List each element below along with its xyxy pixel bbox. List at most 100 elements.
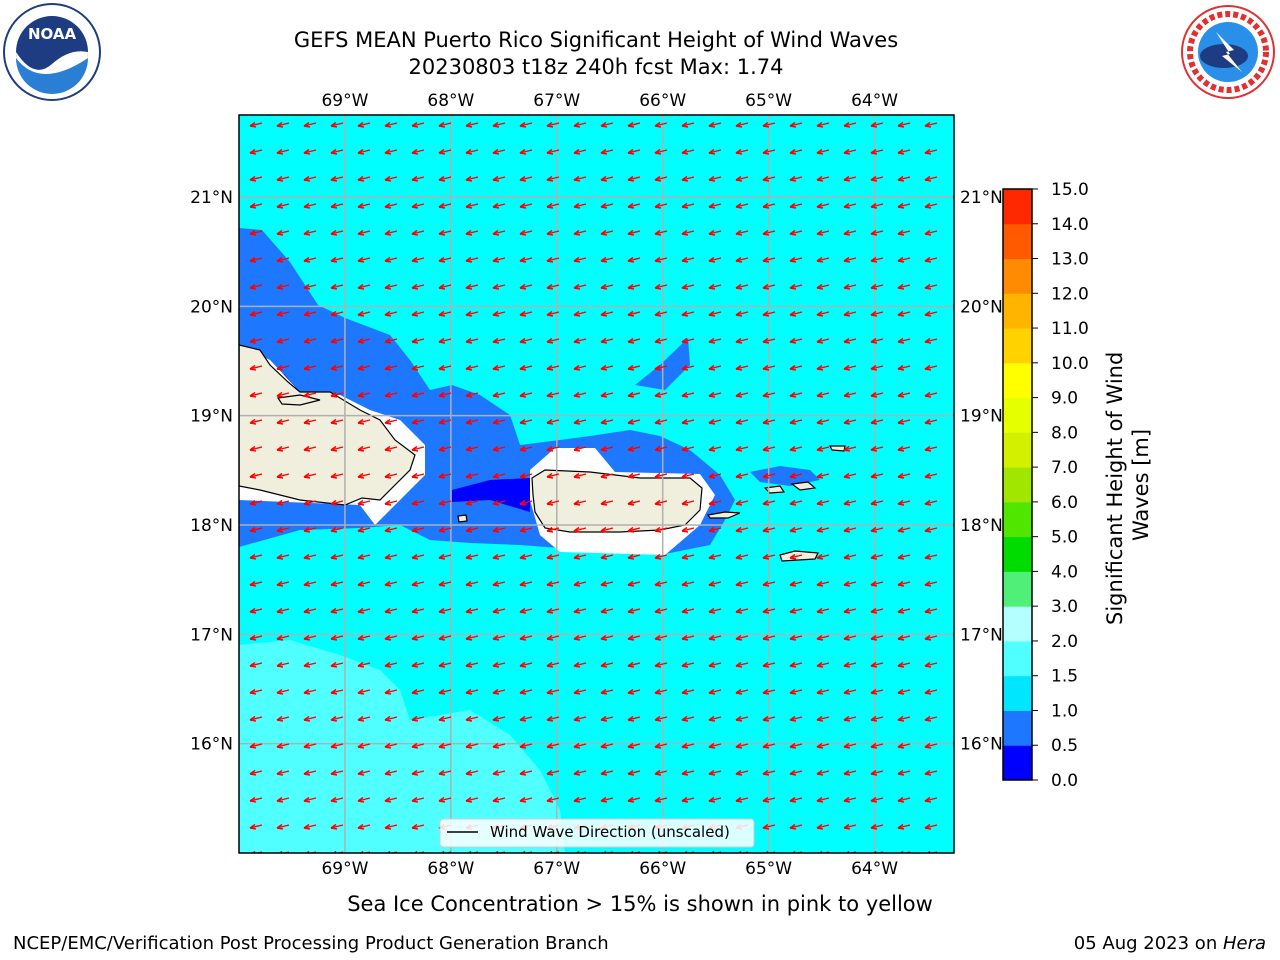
wave-direction-arrow [465,796,479,803]
wave-direction-arrow [870,553,884,560]
wave-direction-arrow [330,337,344,344]
wave-direction-arrow [654,742,668,749]
wave-direction-arrow [654,148,668,155]
lon-tick-label: 64°W [851,859,898,879]
wave-direction-arrow [573,445,587,452]
wave-direction-arrow [465,661,479,668]
wave-direction-arrow [627,256,641,263]
wave-direction-arrow [303,607,317,614]
wave-direction-arrow [600,256,614,263]
wave-direction-arrow [843,418,857,425]
land-vieques [706,511,741,519]
wave-direction-arrow [843,175,857,182]
wave-direction-arrow [708,715,722,722]
wave-direction-arrow [654,364,668,371]
wave-direction-arrow [762,391,776,398]
wave-direction-arrow [465,175,479,182]
colorbar-tick-label: 9.0 [1051,389,1078,409]
wave-direction-arrow [411,121,425,128]
wave-direction-arrow [870,634,884,641]
wave-direction-arrow [438,742,452,749]
wave-direction-arrow [492,229,506,236]
wave-direction-arrow [276,283,290,290]
wave-direction-arrow [519,121,533,128]
wave-direction-arrow [654,202,668,209]
wave-direction-arrow [276,472,290,479]
wave-direction-arrow [303,310,317,317]
wave-direction-arrow [303,634,317,641]
wave-direction-arrow [627,661,641,668]
wave-direction-arrow [789,337,803,344]
wave-direction-arrow [303,742,317,749]
wave-direction-arrow [924,634,938,641]
wave-direction-arrow [303,283,317,290]
wave-direction-arrow [762,121,776,128]
wave-direction-arrow [600,391,614,398]
wave-direction-arrow [735,175,749,182]
wave-direction-arrow [843,553,857,560]
wave-direction-arrow [681,634,695,641]
colorbar-tick-label: 6.0 [1051,493,1078,513]
wave-direction-arrow [762,526,776,533]
wave-direction-arrow [789,256,803,263]
wave-direction-arrow [384,769,398,776]
colorbar-tick-label: 3.0 [1051,597,1078,617]
wave-direction-arrow [924,175,938,182]
wave-direction-arrow [519,553,533,560]
wave-direction-arrow [897,526,911,533]
wave-direction-arrow [870,823,884,830]
wave-direction-arrow [573,634,587,641]
wave-direction-arrow [762,418,776,425]
map-frame [238,114,955,854]
wave-direction-arrow [519,742,533,749]
wave-direction-arrow [330,634,344,641]
wave-direction-arrow [681,256,695,263]
lat-tick-label: 18°N [190,516,233,536]
wave-direction-arrow [870,769,884,776]
wave-direction-arrow [762,580,776,587]
wave-direction-arrow [600,418,614,425]
wave-direction-arrow [357,337,371,344]
wave-direction-arrow [411,688,425,695]
wave-direction-arrow [816,337,830,344]
colorbar-swatch [1003,501,1032,538]
wave-direction-arrow [735,445,749,452]
wave-direction-arrow [924,445,938,452]
chart-subtitle: 20230803 t18z 240h fcst Max: 1.74 [408,55,784,79]
wave-direction-arrow [276,121,290,128]
wave-direction-arrow [870,364,884,371]
wave-direction-arrow [870,607,884,614]
wave-direction-arrow [411,148,425,155]
wave-direction-arrow [843,148,857,155]
wave-direction-arrow [762,283,776,290]
colorbar-tick-label: 1.5 [1051,667,1078,687]
wave-direction-arrow [600,445,614,452]
wave-direction-arrow [600,229,614,236]
wave-direction-arrow [627,310,641,317]
wave-direction-arrow [249,607,263,614]
wave-direction-arrow [762,445,776,452]
wave-direction-arrow [546,310,560,317]
lat-tick-label: 21°N [190,188,233,208]
wave-direction-arrow [600,607,614,614]
wave-direction-arrow [465,526,479,533]
legend-label: Wind Wave Direction (unscaled) [490,823,730,841]
wave-direction-arrow [249,418,263,425]
wave-direction-arrow [276,661,290,668]
wave-direction-arrow [897,499,911,506]
wave-direction-arrow [789,148,803,155]
wave-direction-arrow [897,823,911,830]
wave-direction-arrow [411,526,425,533]
wave-direction-arrow [816,823,830,830]
wave-direction-arrow [816,148,830,155]
lat-tick-label: 17°N [190,625,233,645]
wave-direction-arrow [249,715,263,722]
wave-direction-arrow [843,256,857,263]
wave-direction-arrow [627,202,641,209]
wave-direction-arrow [762,769,776,776]
wave-direction-arrow [276,391,290,398]
wave-direction-arrow [411,337,425,344]
wave-direction-arrow [708,175,722,182]
wave-direction-arrow [330,607,344,614]
